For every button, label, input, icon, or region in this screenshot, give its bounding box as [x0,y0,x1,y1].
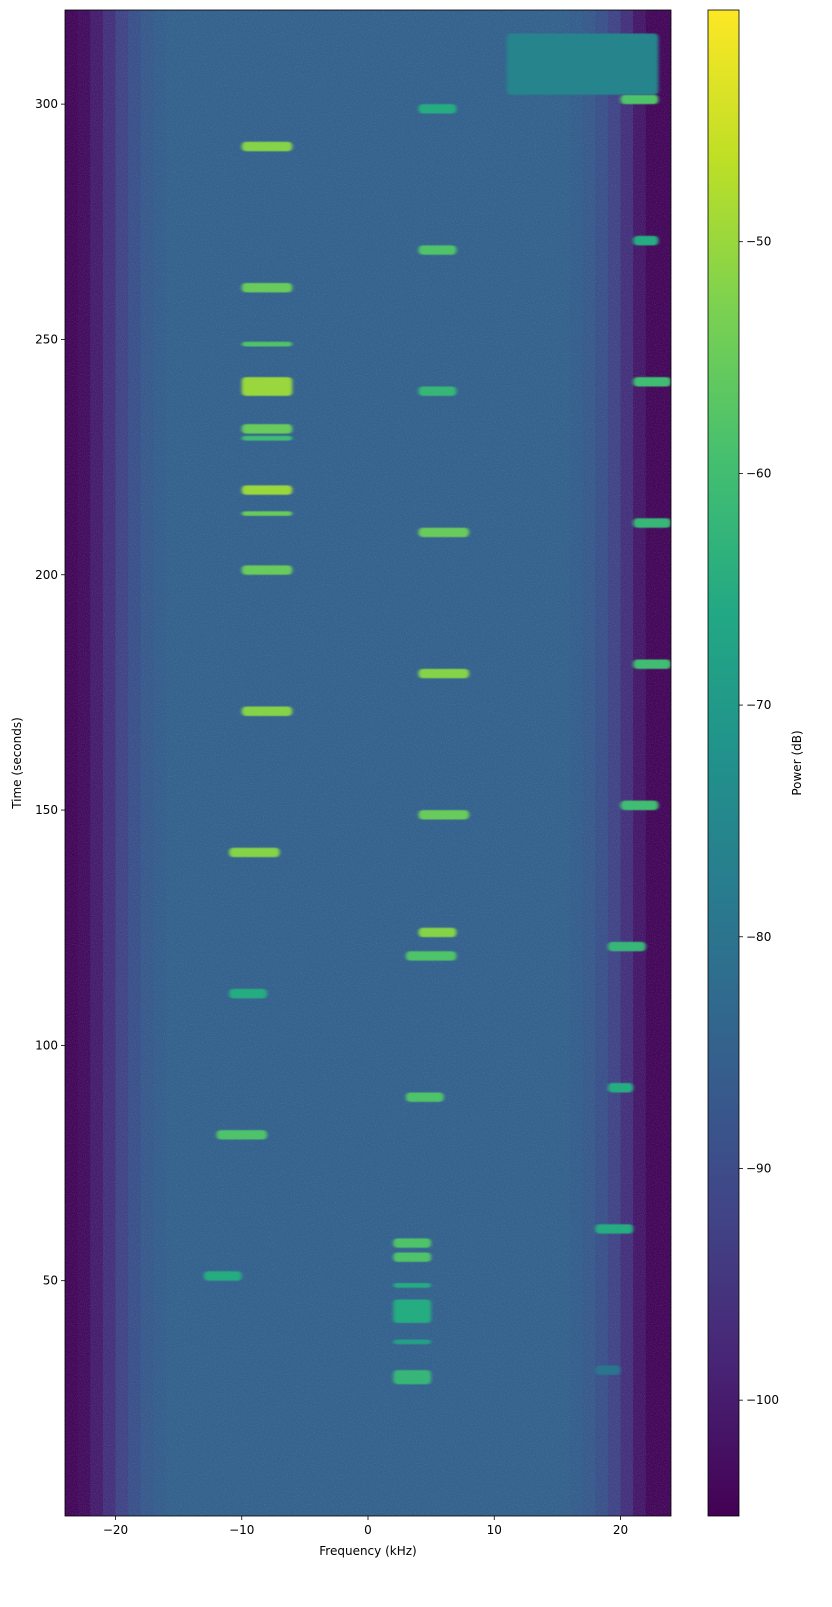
burst [393,1283,432,1288]
y-tick-label: 150 [35,803,58,817]
burst [405,951,457,961]
burst [405,1092,444,1102]
burst [216,1130,267,1140]
burst [393,1238,432,1248]
y-axis-label: Time (seconds) [10,717,24,810]
colorbar-tick-label: −100 [746,1393,779,1407]
burst [241,282,293,293]
y-tick-label: 50 [43,1274,58,1288]
burst [241,511,293,516]
burst [229,847,280,858]
burst [241,435,293,441]
x-tick-label: 20 [613,1523,628,1537]
burst [241,141,293,152]
burst [241,485,293,495]
y-tick-label: 200 [35,568,58,582]
burst [241,341,293,347]
burst [418,104,457,114]
burst [241,424,293,434]
burst [633,518,671,528]
burst [418,668,469,679]
burst [418,810,469,820]
x-tick-label: −20 [103,1523,128,1537]
burst [506,33,659,95]
x-axis-label: Frequency (kHz) [319,1544,416,1558]
burst [633,659,671,669]
colorbar-tick-label: −90 [746,1161,771,1175]
burst [241,565,293,575]
plot-area [65,10,671,1516]
burst [418,386,457,396]
noise-texture [65,10,671,1516]
burst [620,800,659,811]
burst [595,1365,621,1375]
colorbar-tick-label: −60 [746,466,771,480]
burst [393,1370,432,1385]
burst [393,1339,432,1345]
y-tick-label: 100 [35,1038,58,1052]
colorbar-label: Power (dB) [790,730,804,795]
burst [393,1252,432,1262]
burst [418,245,457,255]
colorbar-tick-label: −70 [746,698,771,712]
burst [229,988,267,999]
burst [393,1299,432,1324]
y-tick-label: 300 [35,97,58,111]
y-tick-label: 250 [35,332,58,346]
burst [620,94,659,105]
burst [241,377,293,396]
burst [607,1083,634,1093]
burst [241,706,293,716]
x-tick-label: 10 [487,1523,502,1537]
burst [607,941,646,952]
colorbar [707,9,740,1517]
burst [633,235,659,246]
burst [418,527,469,538]
burst [633,377,671,387]
burst [203,1271,242,1281]
x-tick-label: −10 [229,1523,254,1537]
x-tick-label: 0 [364,1523,372,1537]
colorbar-tick-label: −50 [746,235,771,249]
burst [418,927,457,938]
burst [595,1224,634,1234]
colorbar-tick-label: −80 [746,930,771,944]
